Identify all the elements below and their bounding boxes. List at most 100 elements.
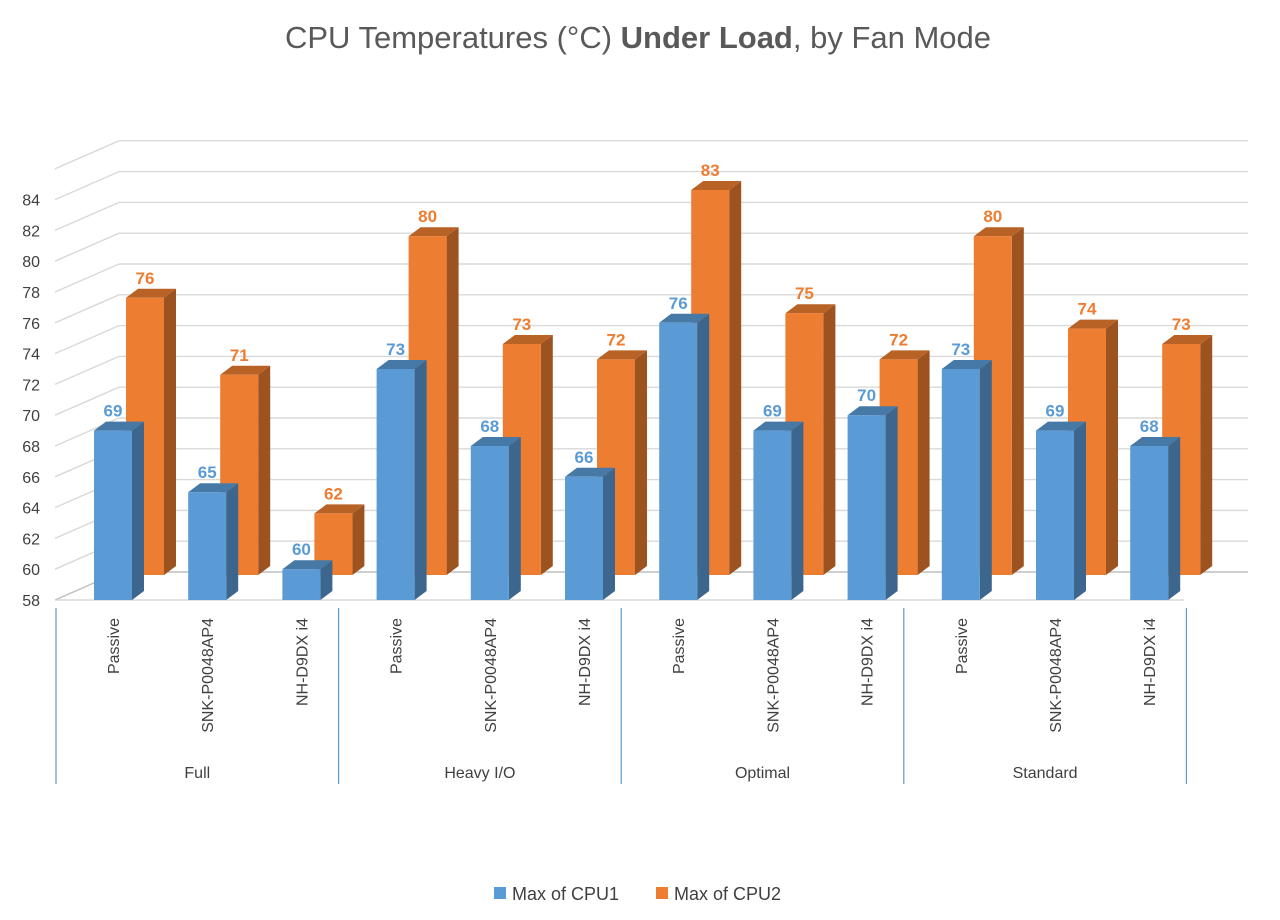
legend-label: Max of CPU1: [512, 884, 619, 904]
data-label: 62: [324, 484, 343, 503]
bar-3d: [879, 350, 930, 575]
bar-top: [847, 406, 898, 416]
data-label: 69: [104, 402, 123, 421]
subcategory-label: SNK-P0048AP4: [483, 618, 500, 733]
data-label: 83: [701, 161, 720, 180]
data-label: 80: [418, 207, 437, 226]
data-label: 73: [512, 315, 531, 334]
legend: Max of CPU1 Max of CPU2: [494, 884, 781, 904]
data-label: 72: [889, 330, 908, 349]
bar: [188, 492, 227, 600]
bar: [941, 369, 980, 600]
group-label: Full: [184, 765, 210, 782]
bar-top: [1068, 319, 1118, 329]
gridline-depth: [54, 263, 120, 293]
subcategory-label: Passive: [389, 618, 406, 674]
bar-top: [1036, 421, 1086, 431]
bar-top: [470, 437, 521, 446]
bar-side: [258, 365, 271, 575]
group-label: Standard: [1013, 765, 1078, 782]
bar-3d: [94, 421, 144, 600]
data-label: 68: [1140, 417, 1159, 436]
y-tick-label: 62: [22, 531, 40, 548]
bar-side: [603, 467, 615, 600]
bar-side: [1011, 227, 1024, 575]
data-label: 66: [575, 448, 594, 467]
gridline-depth: [54, 386, 120, 416]
bar: [847, 415, 886, 600]
bar-top: [376, 360, 427, 369]
bar-3d: [753, 421, 804, 600]
data-label: 69: [1046, 402, 1065, 421]
y-tick-label: 84: [22, 193, 40, 210]
bar-side: [508, 437, 521, 600]
y-tick-label: 66: [22, 470, 40, 487]
subcategory-label: NH-D9DX i4: [1142, 618, 1159, 706]
data-label: 70: [857, 386, 876, 405]
bar-top: [126, 288, 176, 298]
bar: [659, 322, 698, 600]
bar-3d: [282, 560, 333, 600]
subcategory-label: Passive: [671, 618, 688, 674]
bar-top: [1130, 437, 1181, 446]
bar-top: [941, 360, 992, 369]
legend-swatch: [494, 887, 506, 899]
bar-side: [164, 288, 176, 575]
bar: [282, 569, 321, 600]
bar-side: [791, 421, 804, 600]
data-label: 75: [795, 284, 814, 303]
bar-3d: [470, 437, 521, 600]
bar-top: [879, 350, 930, 360]
subcategory-label: SNK-P0048AP4: [200, 618, 217, 733]
subcategory-label: SNK-P0048AP4: [765, 618, 782, 733]
bar-top: [220, 365, 271, 375]
bar-side: [414, 360, 427, 600]
bar-top: [502, 335, 553, 344]
gridline-depth: [54, 355, 120, 386]
bar-top: [282, 560, 333, 570]
bar-side: [226, 483, 239, 600]
bar-top: [94, 421, 144, 431]
y-tick-label: 82: [22, 223, 40, 240]
bar-3d: [941, 360, 992, 600]
gridline-depth: [54, 140, 120, 170]
gridline-depth: [54, 170, 120, 201]
y-tick-label: 74: [22, 347, 40, 364]
bar-side: [1168, 437, 1181, 600]
bar: [1130, 446, 1169, 600]
bar-side: [132, 421, 144, 600]
data-label: 72: [607, 330, 626, 349]
bar: [94, 430, 132, 600]
bar-side: [352, 504, 365, 575]
chart-title-part-1: CPU Temperatures (°C): [285, 20, 621, 55]
bar-side: [823, 304, 836, 575]
data-label: 69: [763, 402, 782, 421]
y-tick-label: 60: [22, 562, 40, 579]
data-label: 65: [198, 463, 217, 482]
chart-title: CPU Temperatures (°C) Under Load, by Fan…: [285, 20, 991, 55]
bar-top: [597, 350, 647, 360]
subcategory-label: NH-D9DX i4: [860, 618, 877, 706]
bar-top: [408, 227, 459, 237]
group-label: Optimal: [735, 765, 790, 782]
bar-top: [691, 181, 742, 190]
bar-3d: [565, 467, 615, 600]
bar-3d: [847, 406, 898, 600]
bar-side: [697, 313, 710, 600]
subcategory-label: Passive: [954, 618, 971, 674]
bar-side: [320, 560, 333, 600]
data-label: 76: [136, 269, 155, 288]
data-label: 71: [230, 346, 249, 365]
y-tick-label: 80: [22, 254, 40, 271]
bar-top: [659, 313, 710, 323]
bar-top: [1162, 335, 1213, 344]
bar-side: [1106, 319, 1118, 575]
gridline-depth: [54, 294, 120, 324]
subcategory-label: SNK-P0048AP4: [1048, 618, 1065, 733]
subcategory-label: NH-D9DX i4: [294, 618, 311, 706]
data-label: 73: [386, 340, 405, 359]
bar-side: [885, 406, 898, 600]
bar-top: [314, 504, 365, 514]
bar-side: [917, 350, 930, 575]
bar-3d: [1036, 421, 1086, 600]
